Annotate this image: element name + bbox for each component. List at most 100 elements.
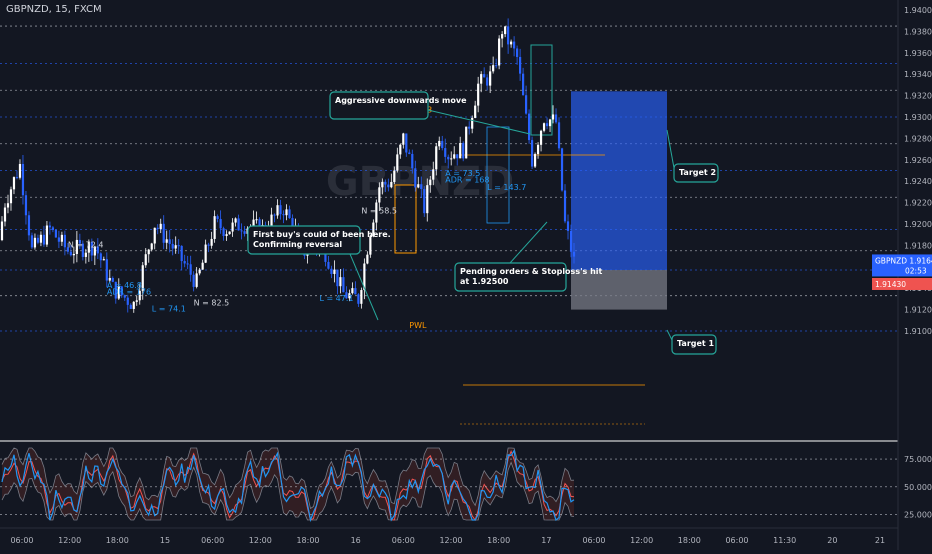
candle-body bbox=[78, 239, 81, 244]
stat-label: N = 58.5 bbox=[361, 206, 397, 215]
candle-body bbox=[51, 227, 55, 230]
candle-body bbox=[357, 294, 360, 304]
candle-body bbox=[183, 261, 186, 264]
candle-body bbox=[530, 140, 534, 167]
price-label-bg bbox=[872, 277, 932, 290]
candle-body bbox=[60, 234, 63, 242]
candle-body bbox=[132, 301, 135, 309]
candle-body bbox=[486, 77, 489, 86]
candle-body bbox=[369, 236, 372, 255]
candle-body bbox=[405, 133, 408, 153]
stat-label: N = 82.5 bbox=[194, 298, 230, 307]
stat-label: A = 73.5 bbox=[445, 169, 480, 178]
candle-body bbox=[533, 154, 537, 167]
candle-body bbox=[453, 154, 456, 159]
candle-body bbox=[198, 269, 201, 274]
candle-body bbox=[336, 269, 339, 287]
candle-body bbox=[560, 148, 564, 191]
price-label: GBPNZD 1.91648 bbox=[875, 256, 932, 265]
candle-body bbox=[15, 177, 19, 179]
candle-body bbox=[438, 140, 441, 147]
candle-body bbox=[545, 123, 549, 127]
candle-body bbox=[234, 218, 237, 223]
countdown-label: 02:53 bbox=[905, 266, 927, 275]
price-tick: 1.92600 bbox=[904, 156, 932, 165]
candle-body bbox=[426, 185, 429, 214]
candle-body bbox=[228, 231, 231, 235]
candle-body bbox=[285, 209, 288, 216]
symbol-name: GBPNZD bbox=[6, 4, 49, 15]
candle-body bbox=[477, 83, 480, 106]
callout-box bbox=[247, 225, 361, 255]
highlight-box bbox=[394, 184, 417, 254]
candle-body bbox=[81, 243, 84, 257]
candle-body bbox=[54, 229, 58, 238]
candle-body bbox=[402, 133, 405, 145]
candle-body bbox=[474, 105, 477, 118]
candle-body bbox=[521, 73, 525, 96]
candle-body bbox=[420, 184, 423, 190]
candle-body bbox=[207, 244, 210, 246]
candle-body bbox=[120, 286, 123, 296]
candle-body bbox=[252, 219, 255, 227]
candle-body bbox=[237, 218, 240, 231]
candle-body bbox=[360, 290, 363, 304]
candle-body bbox=[384, 181, 387, 185]
price-tick: 1.93400 bbox=[904, 70, 932, 79]
candle-body bbox=[30, 235, 34, 248]
candle-body bbox=[114, 281, 117, 299]
candle-body bbox=[12, 177, 16, 190]
candle-body bbox=[177, 245, 180, 247]
callout-text: Confirming reversal bbox=[253, 240, 342, 249]
candle-body bbox=[354, 288, 357, 295]
candle-body bbox=[510, 41, 513, 45]
price-tick: 1.93600 bbox=[904, 49, 932, 58]
candle-body bbox=[498, 38, 501, 66]
range-box bbox=[486, 126, 510, 224]
callout-pointer bbox=[427, 109, 531, 135]
stop-zone bbox=[571, 270, 667, 310]
candle-body bbox=[501, 34, 504, 39]
candle-body bbox=[557, 122, 561, 149]
candle-body bbox=[45, 225, 49, 245]
candle-body bbox=[138, 290, 141, 301]
candle-body bbox=[471, 117, 474, 129]
candle-body bbox=[489, 71, 492, 86]
candle-body bbox=[417, 184, 420, 188]
candle-body bbox=[339, 277, 342, 287]
rsi-upper bbox=[1, 447, 575, 510]
candle-body bbox=[282, 214, 285, 216]
candle-body bbox=[48, 225, 52, 228]
candle-body bbox=[141, 265, 144, 291]
candle-body bbox=[462, 143, 465, 159]
callout-text: Target 2 bbox=[679, 168, 716, 177]
candle-body bbox=[192, 274, 195, 287]
candle-body bbox=[201, 262, 204, 270]
callout-text: Aggressive downwards move bbox=[335, 96, 467, 105]
candle-body bbox=[99, 253, 102, 261]
candle-body bbox=[27, 215, 31, 236]
candle-body bbox=[90, 242, 93, 256]
candle-body bbox=[375, 202, 378, 223]
stat-label: L = 47.1 bbox=[319, 294, 353, 303]
price-tick: 1.94000 bbox=[904, 6, 932, 15]
candle-body bbox=[57, 237, 61, 242]
candle-body bbox=[456, 154, 459, 159]
candle-body bbox=[18, 163, 22, 178]
price-tick: 1.93200 bbox=[904, 92, 932, 101]
candle-body bbox=[84, 252, 87, 257]
price-tick: 1.93000 bbox=[904, 113, 932, 122]
candle-body bbox=[240, 230, 243, 232]
time-tick: 16 bbox=[351, 536, 361, 545]
candle-body bbox=[9, 189, 13, 204]
candle-body bbox=[243, 231, 246, 234]
candle-body bbox=[39, 234, 43, 243]
candle-body bbox=[126, 297, 129, 305]
time-tick: 06:00 bbox=[201, 536, 224, 545]
candle-body bbox=[444, 148, 447, 157]
candle-body bbox=[255, 219, 258, 221]
